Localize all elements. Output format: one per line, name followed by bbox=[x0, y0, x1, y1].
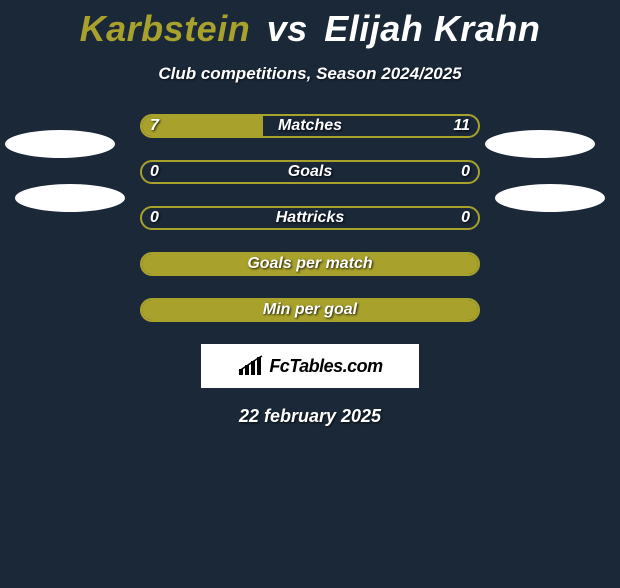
stat-row: Goals0 0 bbox=[140, 160, 480, 186]
stat-row: Min per goal bbox=[140, 298, 480, 324]
stat-row: Hattricks0 0 bbox=[140, 206, 480, 232]
stat-label: Min per goal bbox=[140, 298, 480, 322]
side-marker bbox=[485, 130, 595, 158]
brand-text: FcTables.com bbox=[269, 356, 382, 377]
stat-label: Hattricks bbox=[140, 206, 480, 230]
vs-text: vs bbox=[267, 8, 308, 49]
side-marker bbox=[495, 184, 605, 212]
brand-badge: FcTables.com bbox=[201, 344, 419, 388]
footer-date: 22 february 2025 bbox=[0, 406, 620, 427]
stat-label: Goals per match bbox=[140, 252, 480, 276]
stat-value-right: 11 bbox=[453, 114, 470, 138]
side-marker bbox=[15, 184, 125, 212]
comparison-title: Karbstein vs Elijah Krahn bbox=[0, 8, 620, 50]
player2-name: Elijah Krahn bbox=[324, 8, 540, 49]
side-marker bbox=[5, 130, 115, 158]
player1-name: Karbstein bbox=[80, 8, 251, 49]
stat-label: Goals bbox=[140, 160, 480, 184]
stat-value-right: 0 bbox=[461, 160, 470, 184]
stat-value-right: 0 bbox=[461, 206, 470, 230]
chart-icon bbox=[237, 355, 263, 377]
stat-value-left: 0 bbox=[150, 206, 159, 230]
stat-row: Goals per match bbox=[140, 252, 480, 278]
stat-value-left: 0 bbox=[150, 160, 159, 184]
subtitle: Club competitions, Season 2024/2025 bbox=[0, 64, 620, 84]
stat-label: Matches bbox=[140, 114, 480, 138]
stat-value-left: 7 bbox=[150, 114, 159, 138]
stat-row: Matches7 11 bbox=[140, 114, 480, 140]
